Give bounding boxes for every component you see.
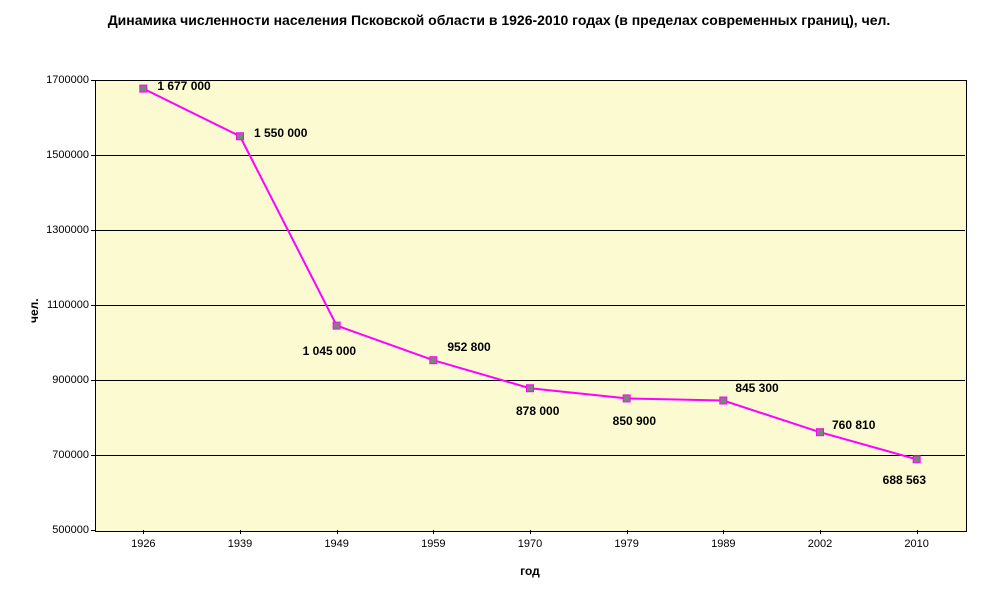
data-marker — [237, 133, 244, 140]
data-marker — [623, 395, 630, 402]
line-series — [0, 0, 998, 598]
data-marker — [527, 385, 534, 392]
data-marker — [913, 456, 920, 463]
data-marker — [817, 429, 824, 436]
data-label: 760 810 — [832, 418, 875, 432]
data-marker — [720, 397, 727, 404]
data-marker — [333, 322, 340, 329]
data-marker — [140, 85, 147, 92]
data-marker — [430, 357, 437, 364]
data-label: 688 563 — [883, 473, 926, 487]
data-label: 1 550 000 — [254, 126, 307, 140]
chart-container: { "chart": { "type": "line", "title": "Д… — [0, 0, 998, 598]
data-label: 845 300 — [735, 381, 778, 395]
data-label: 1 045 000 — [303, 344, 356, 358]
data-label: 952 800 — [447, 340, 490, 354]
data-label: 878 000 — [516, 404, 559, 418]
data-label: 850 900 — [613, 414, 656, 428]
data-label: 1 677 000 — [157, 79, 210, 93]
